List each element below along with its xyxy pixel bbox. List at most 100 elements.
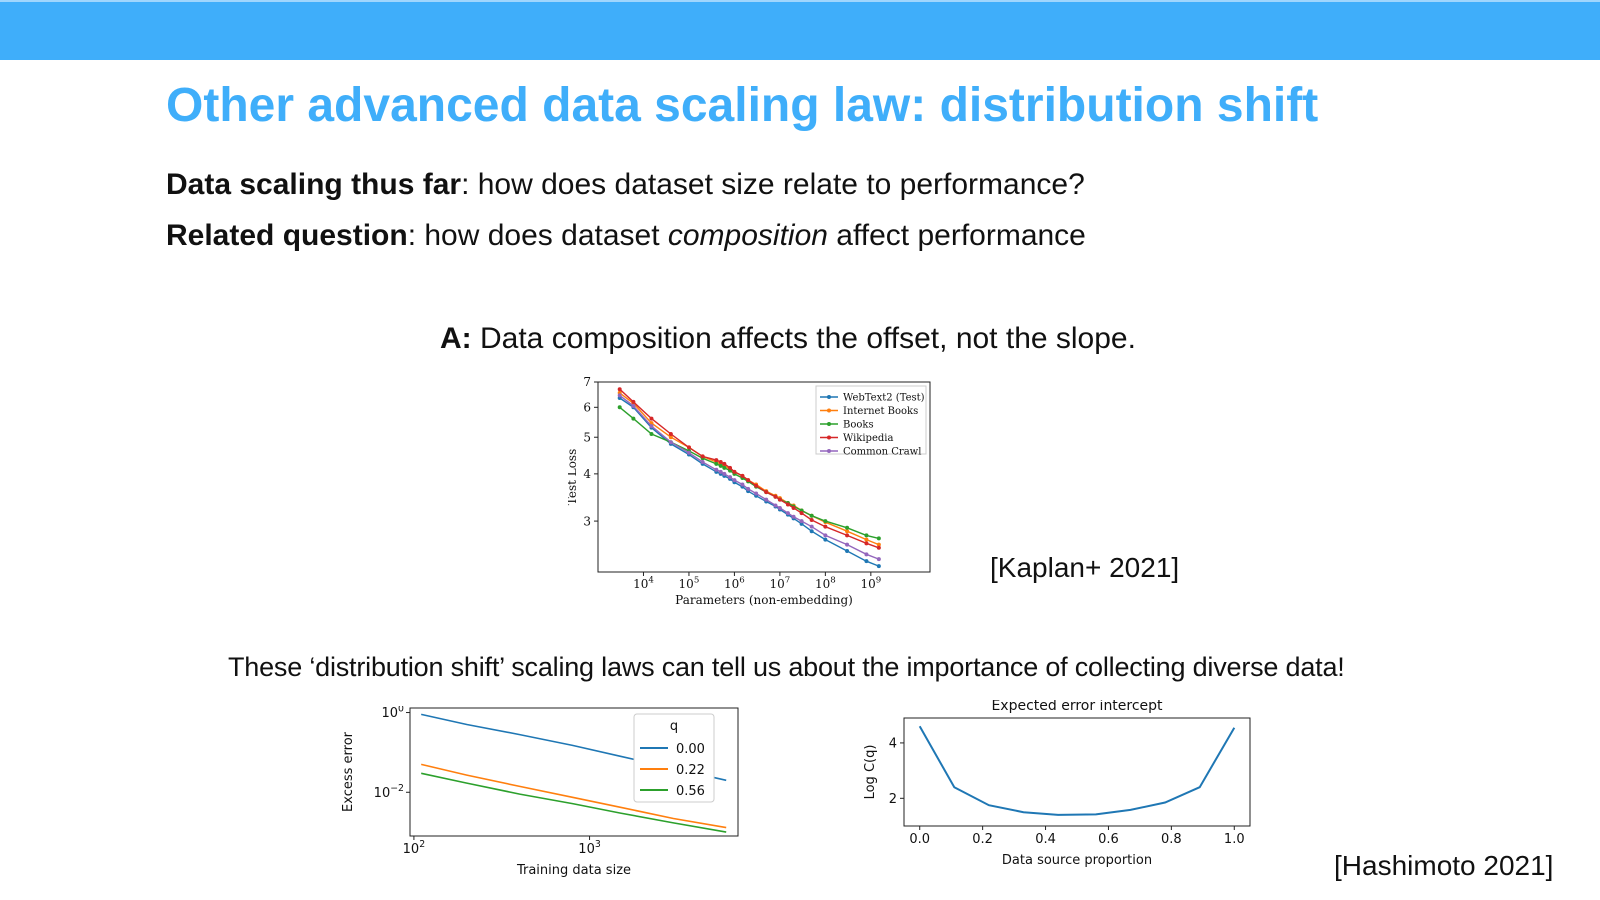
expected-error-intercept-chart: Expected error intercept 0.0 0.2 0.4 0.6 0.8 1… bbox=[863, 700, 1251, 868]
data-point bbox=[785, 502, 790, 507]
y-tick-label: 6 bbox=[583, 401, 591, 415]
data-point bbox=[809, 517, 814, 522]
x-axis-label: Data source proportion bbox=[1002, 853, 1152, 868]
answer-bold: A: bbox=[440, 322, 472, 355]
legend-marker-2 bbox=[827, 422, 831, 426]
data-point bbox=[746, 478, 751, 483]
kaplan-test-loss-chart: 104 105 106 107 108 109 7 6 5 4 3 Parameters (non-e… bbox=[568, 376, 931, 607]
data-point bbox=[864, 541, 869, 546]
legend-marker-1 bbox=[827, 408, 831, 413]
data-point bbox=[728, 475, 733, 480]
top-banner bbox=[0, 0, 1600, 60]
data-point bbox=[754, 491, 759, 496]
x-tick-label: 1.0 bbox=[1224, 832, 1245, 847]
x-axis-label: Parameters (non-embedding) bbox=[675, 593, 853, 607]
x-tick-label: 108 bbox=[815, 576, 836, 591]
line2-rest-a: : how does dataset bbox=[407, 219, 668, 252]
legend-label-3: Wikipedia bbox=[843, 433, 893, 444]
data-point bbox=[764, 497, 769, 502]
data-point bbox=[864, 559, 869, 564]
data-point bbox=[845, 533, 850, 538]
line1-bold: Data scaling thus far bbox=[166, 168, 462, 201]
data-point bbox=[773, 503, 778, 508]
x-tick-label: 109 bbox=[860, 576, 881, 591]
y-axis-label: Excess error bbox=[341, 731, 356, 812]
line2-rest-b: affect performance bbox=[827, 219, 1086, 252]
data-point bbox=[876, 564, 881, 569]
data-point bbox=[799, 521, 804, 526]
legend-label-4: Common Crawl bbox=[843, 447, 921, 458]
data-point bbox=[714, 458, 719, 463]
data-point bbox=[714, 461, 719, 466]
data-point bbox=[617, 393, 622, 398]
cite-hashimoto: [Hashimoto 2021] bbox=[1334, 850, 1554, 881]
x-tick-label: 102 bbox=[403, 839, 426, 857]
line2-bold: Related question bbox=[166, 219, 408, 252]
data-point bbox=[722, 461, 727, 466]
x-tick-label: 0.2 bbox=[972, 832, 993, 847]
x-tick-label: 0.8 bbox=[1161, 832, 1182, 847]
data-point bbox=[732, 478, 737, 483]
data-point bbox=[718, 463, 723, 468]
series-line-1 bbox=[421, 763, 727, 829]
data-point bbox=[728, 465, 733, 470]
data-point bbox=[722, 465, 727, 470]
y-tick-label: 4 bbox=[583, 467, 591, 481]
y-tick-label: 10−2 bbox=[374, 783, 404, 801]
legend-label-2: Books bbox=[843, 420, 874, 431]
data-point bbox=[791, 505, 796, 510]
data-point bbox=[686, 450, 691, 455]
data-point bbox=[823, 537, 828, 542]
answer-line: A: Data composition affects the offset, … bbox=[440, 322, 1136, 356]
data-point bbox=[746, 486, 751, 491]
chart-title: Expected error intercept bbox=[991, 700, 1163, 714]
data-point bbox=[773, 494, 778, 499]
data-point bbox=[777, 505, 782, 510]
y-tick-label: 5 bbox=[583, 430, 591, 444]
x-tick-label: 104 bbox=[633, 576, 654, 591]
data-point bbox=[718, 469, 723, 474]
data-point bbox=[876, 557, 881, 562]
data-point bbox=[791, 514, 796, 519]
data-point bbox=[714, 467, 719, 472]
legend-label-0: WebText2 (Test) bbox=[843, 393, 925, 404]
plot-frame bbox=[903, 717, 1251, 827]
plot-frame bbox=[409, 707, 739, 837]
data-point bbox=[823, 524, 828, 529]
x-tick-label: 105 bbox=[679, 576, 700, 591]
data-point bbox=[864, 552, 869, 557]
data-point bbox=[809, 524, 814, 529]
data-point bbox=[617, 405, 622, 410]
y-tick-label: 2 bbox=[889, 792, 897, 807]
data-point bbox=[668, 440, 673, 445]
data-point bbox=[876, 545, 881, 550]
cite-kaplan: [Kaplan+ 2021] bbox=[990, 552, 1180, 583]
line2-italic: composition bbox=[667, 219, 828, 252]
legend-label-0: 0.00 bbox=[676, 742, 705, 757]
data-point bbox=[740, 473, 745, 478]
note-line: These ‘distribution shift’ scaling laws … bbox=[228, 652, 1345, 682]
answer-rest: Data composition affects the offset, not… bbox=[471, 322, 1136, 355]
plot-frame bbox=[597, 381, 931, 573]
y-axis-label: Test Loss bbox=[568, 449, 579, 505]
legend-label-2: 0.56 bbox=[676, 784, 705, 799]
data-point bbox=[823, 533, 828, 538]
legend-marker-4 bbox=[827, 449, 831, 453]
series-line-0 bbox=[918, 725, 1236, 816]
data-point bbox=[845, 549, 850, 554]
y-tick-label: 100 bbox=[382, 706, 405, 721]
data-point bbox=[732, 469, 737, 474]
data-point bbox=[649, 431, 654, 436]
data-point bbox=[809, 529, 814, 534]
data-point bbox=[845, 542, 850, 547]
x-tick-label: 0.4 bbox=[1035, 832, 1056, 847]
legend-box bbox=[633, 713, 715, 803]
data-point bbox=[700, 459, 705, 464]
data-point bbox=[876, 536, 881, 541]
x-tick-label: 0.6 bbox=[1098, 832, 1119, 847]
y-tick-label: 7 bbox=[583, 376, 591, 389]
data-point bbox=[864, 537, 869, 542]
y-tick-label: 3 bbox=[583, 514, 591, 528]
legend-label-1: 0.22 bbox=[676, 763, 705, 778]
data-point bbox=[700, 454, 705, 459]
